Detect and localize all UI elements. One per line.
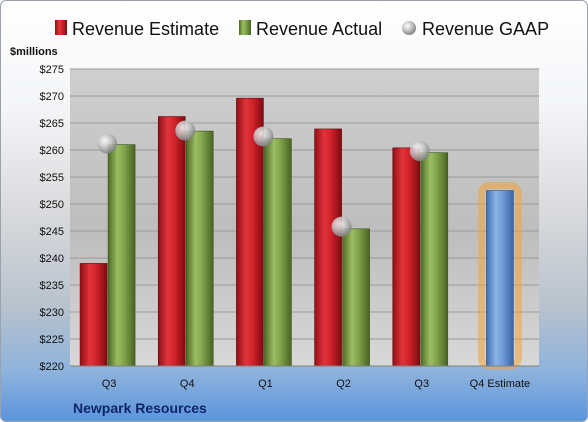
x-tick-label: Q1 <box>258 378 273 390</box>
bar-revenue-estimate <box>392 147 421 367</box>
x-tick-label: Q3 <box>414 378 429 390</box>
gaap-markers <box>97 120 430 237</box>
bar-revenue-actual <box>342 228 370 367</box>
gaap-marker <box>253 126 274 147</box>
bar-revenue-estimate <box>157 116 186 367</box>
company-name: Newpark Resources <box>73 400 207 416</box>
y-tick-label: $265 <box>40 118 64 130</box>
bar-revenue-actual <box>185 130 214 367</box>
bar-revenue-actual <box>420 152 449 367</box>
bar-revenue-estimate <box>314 128 342 367</box>
legend: Revenue Estimate Revenue Actual Revenue … <box>55 19 549 39</box>
y-axis-unit-label: $millions <box>10 46 58 58</box>
gaap-marker <box>331 216 352 237</box>
legend-label-gaap: Revenue GAAP <box>422 19 549 39</box>
legend-label-actual: Revenue Actual <box>256 19 382 39</box>
gridlines <box>70 68 539 367</box>
x-tick-label: Q3 <box>102 378 117 390</box>
y-axis-ticks: $220 $225 $230 $235 $240 $245 $250 $255 $260 $265… <box>40 64 64 373</box>
x-tick-label: Q4 <box>180 378 195 390</box>
legend-swatch-actual <box>239 20 251 35</box>
bar-revenue-estimate <box>79 263 108 367</box>
bars <box>79 97 522 370</box>
y-tick-label: $275 <box>40 64 64 76</box>
gaap-marker <box>175 120 196 141</box>
gaap-marker <box>97 133 118 154</box>
plot-area <box>70 69 539 366</box>
y-tick-label: $225 <box>40 334 64 346</box>
bar-revenue-actual <box>107 144 136 367</box>
legend-swatch-estimate <box>55 20 67 35</box>
y-tick-label: $250 <box>40 199 64 211</box>
y-tick-label: $240 <box>40 253 64 265</box>
x-tick-label: Q4 Estimate <box>470 378 531 390</box>
y-tick-label: $255 <box>40 172 64 184</box>
y-tick-label: $235 <box>40 280 64 292</box>
legend-label-estimate: Revenue Estimate <box>72 19 219 39</box>
legend-swatch-gaap <box>402 21 416 35</box>
bar-q4-estimate <box>486 190 514 367</box>
x-tick-label: Q2 <box>336 378 351 390</box>
y-tick-label: $245 <box>40 226 64 238</box>
y-tick-label: $260 <box>40 145 64 157</box>
y-tick-label: $220 <box>40 361 64 373</box>
x-axis-categories: Q3 Q4 Q1 Q2 Q3 Q4 Estimate <box>102 378 530 390</box>
y-tick-label: $230 <box>40 307 64 319</box>
bar-revenue-actual <box>264 138 292 367</box>
y-tick-label: $270 <box>40 91 64 103</box>
gaap-marker <box>409 141 430 162</box>
